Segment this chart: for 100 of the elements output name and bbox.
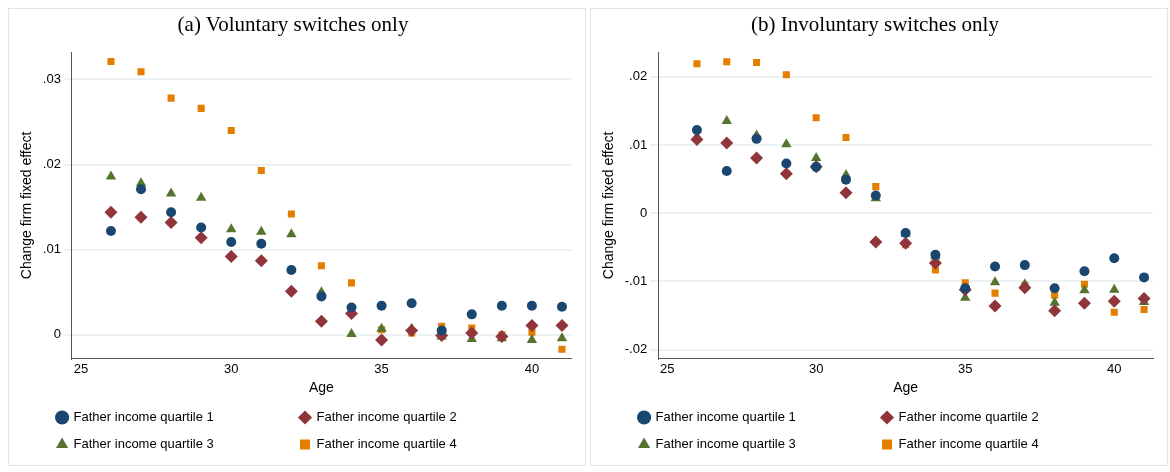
- chart-title: (b) Involuntary switches only: [751, 12, 1000, 37]
- y-tick-label: -.02: [624, 341, 648, 357]
- point: [226, 237, 237, 247]
- point: [525, 318, 539, 332]
- point: [1110, 308, 1118, 316]
- y-tick-label: .02: [42, 156, 61, 172]
- point: [197, 104, 205, 112]
- point: [496, 300, 507, 311]
- point: [782, 71, 790, 79]
- y-tick-label: 0: [639, 204, 648, 220]
- point: [690, 133, 704, 147]
- point: [286, 265, 297, 276]
- point: [257, 166, 265, 175]
- point: [105, 170, 117, 180]
- point: [840, 174, 851, 185]
- point: [196, 222, 207, 233]
- point: [224, 249, 238, 263]
- chart-title: (a) Voluntary switches only: [177, 12, 409, 37]
- point: [721, 115, 732, 125]
- point: [558, 345, 566, 353]
- point: [194, 231, 208, 245]
- x-tick-label: 40: [524, 360, 540, 376]
- point: [466, 309, 477, 320]
- point: [1077, 296, 1091, 310]
- x-axis-title: Age: [893, 379, 919, 396]
- point: [1139, 272, 1150, 283]
- legend-label: Father income quartile 2: [316, 409, 529, 425]
- point: [1107, 294, 1121, 308]
- point: [107, 58, 115, 66]
- legend-label: Father income quartile 1: [73, 409, 286, 425]
- point: [167, 94, 175, 102]
- point: [781, 158, 792, 169]
- point: [721, 165, 732, 176]
- point: [317, 262, 325, 270]
- point: [104, 205, 118, 219]
- point: [346, 327, 357, 337]
- point: [316, 291, 327, 302]
- point: [1109, 283, 1120, 293]
- point: [164, 215, 178, 229]
- point: [226, 223, 237, 233]
- point: [347, 279, 356, 287]
- point: [781, 138, 792, 148]
- x-axis-title: Age: [308, 379, 335, 396]
- point: [812, 114, 820, 122]
- point: [314, 314, 328, 328]
- point: [1049, 283, 1060, 294]
- point: [1079, 284, 1090, 294]
- y-tick-label: .02: [629, 68, 648, 84]
- point: [137, 68, 145, 76]
- point: [872, 183, 880, 191]
- point: [750, 151, 764, 165]
- point: [405, 324, 419, 338]
- point: [691, 124, 702, 135]
- y-tick-label: .01: [629, 136, 648, 152]
- point: [989, 276, 1001, 286]
- point: [254, 254, 268, 268]
- x-tick-label: 35: [374, 360, 389, 376]
- point: [346, 302, 357, 313]
- point: [526, 300, 537, 311]
- point: [1048, 304, 1062, 318]
- point: [1109, 253, 1120, 264]
- point: [526, 333, 538, 343]
- point: [869, 235, 883, 249]
- x-tick-label: 30: [808, 360, 824, 376]
- point: [286, 228, 297, 238]
- point: [1018, 281, 1032, 295]
- legend-label: Father income quartile 1: [655, 409, 868, 425]
- x-tick-label: 35: [957, 360, 973, 376]
- x-tick-label: 30: [224, 360, 239, 376]
- point: [1140, 305, 1148, 313]
- legend-label: Father income quartile 2: [898, 409, 1111, 425]
- point: [256, 225, 267, 235]
- point: [406, 298, 417, 309]
- point: [136, 184, 147, 195]
- point: [839, 186, 853, 200]
- point: [899, 236, 913, 250]
- point: [751, 133, 762, 144]
- point: [1019, 260, 1030, 271]
- y-tick-label: .01: [42, 241, 61, 257]
- point: [436, 325, 447, 336]
- point: [465, 326, 479, 340]
- x-tick-label: 25: [73, 360, 89, 376]
- point: [991, 289, 999, 297]
- point: [988, 299, 1002, 313]
- point: [693, 60, 701, 68]
- point: [842, 133, 850, 142]
- legend-label: Father income quartile 3: [655, 436, 868, 452]
- y-axis-title: Change firm fixed effect: [18, 131, 35, 280]
- point: [556, 332, 568, 342]
- y-tick-label: .03: [42, 71, 61, 87]
- point: [990, 261, 1001, 272]
- x-tick-label: 25: [659, 360, 675, 376]
- point: [195, 191, 207, 201]
- point: [1049, 296, 1060, 306]
- point: [1079, 266, 1090, 277]
- point: [376, 300, 387, 311]
- legend-label: Father income quartile 4: [316, 436, 529, 452]
- point: [134, 210, 148, 224]
- point: [376, 322, 387, 332]
- point: [779, 167, 793, 181]
